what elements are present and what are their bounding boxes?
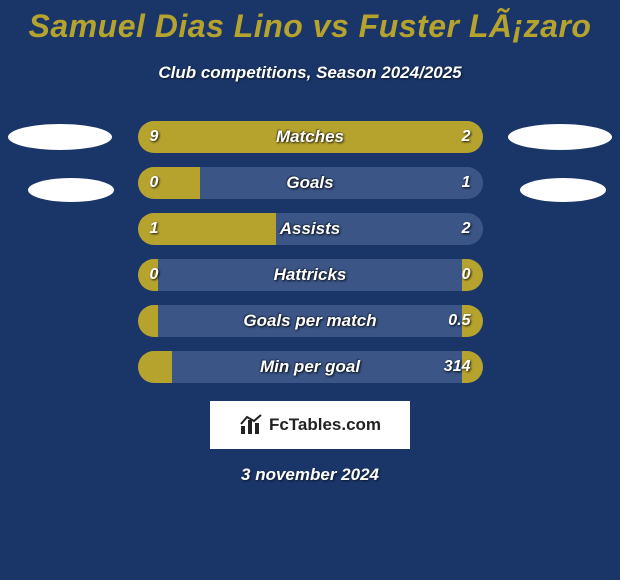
stat-row: Goals per match0.5 xyxy=(138,305,483,337)
stat-value-right: 1 xyxy=(462,167,471,199)
stat-value-left: 0 xyxy=(150,167,159,199)
subtitle: Club competitions, Season 2024/2025 xyxy=(0,63,620,83)
fctables-logo[interactable]: FcTables.com xyxy=(210,401,410,449)
stat-row: Hattricks0 0 xyxy=(138,259,483,291)
stat-label: Min per goal xyxy=(138,351,483,383)
decorative-ellipse xyxy=(28,178,114,202)
stat-row: Assists1 2 xyxy=(138,213,483,245)
stat-value-left: 0 xyxy=(150,259,159,291)
stat-value-right: 2 xyxy=(462,213,471,245)
stat-row: Matches9 2 xyxy=(138,121,483,153)
stat-value-right: 0.5 xyxy=(448,305,470,337)
comparison-card: Samuel Dias Lino vs Fuster LÃ¡zaro Club … xyxy=(0,0,620,580)
decorative-ellipse xyxy=(8,124,112,150)
date: 3 november 2024 xyxy=(0,465,620,485)
stat-label: Matches xyxy=(138,121,483,153)
stat-row: Goals0 1 xyxy=(138,167,483,199)
decorative-ellipse xyxy=(520,178,606,202)
page-title: Samuel Dias Lino vs Fuster LÃ¡zaro xyxy=(0,0,620,45)
chart-icon xyxy=(239,414,265,436)
stat-value-right: 314 xyxy=(444,351,471,383)
logo-text: FcTables.com xyxy=(269,415,381,435)
stat-label: Goals xyxy=(138,167,483,199)
stats-list: Matches92Goals01Assists12Hattricks00Goal… xyxy=(0,121,620,383)
stat-value-right: 2 xyxy=(462,121,471,153)
stat-label: Goals per match xyxy=(138,305,483,337)
decorative-ellipse xyxy=(508,124,612,150)
stat-value-left: 1 xyxy=(150,213,159,245)
stat-label: Hattricks xyxy=(138,259,483,291)
stat-label: Assists xyxy=(138,213,483,245)
stat-value-left: 9 xyxy=(150,121,159,153)
stat-row: Min per goal314 xyxy=(138,351,483,383)
stat-value-right: 0 xyxy=(462,259,471,291)
